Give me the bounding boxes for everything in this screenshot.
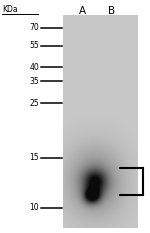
Text: 40: 40 — [29, 62, 39, 72]
Text: A: A — [78, 6, 86, 16]
Bar — [63, 15, 138, 228]
Text: B: B — [108, 6, 116, 16]
Text: 10: 10 — [29, 203, 39, 212]
Text: 15: 15 — [29, 154, 39, 162]
Text: 55: 55 — [29, 41, 39, 51]
Text: 25: 25 — [29, 99, 39, 107]
Text: KDa: KDa — [2, 5, 18, 14]
Text: 35: 35 — [29, 76, 39, 86]
Text: 70: 70 — [29, 24, 39, 32]
